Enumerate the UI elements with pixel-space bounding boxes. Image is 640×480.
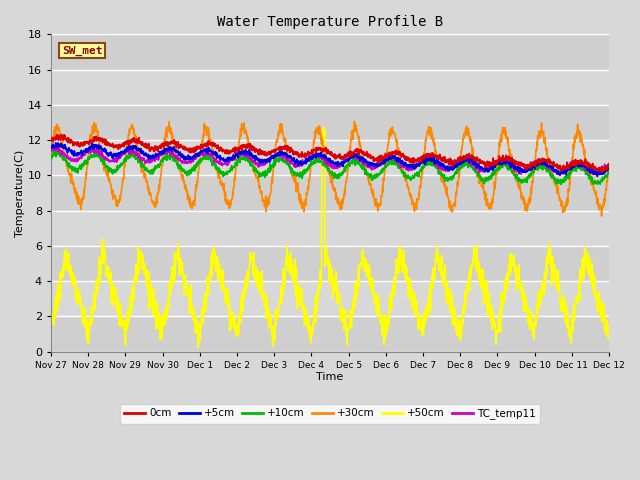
Bar [51,316,609,351]
Bar [51,105,609,140]
Y-axis label: Temperature(C): Temperature(C) [15,149,25,237]
Title: Water Temperature Profile B: Water Temperature Profile B [217,15,443,29]
Legend: 0cm, +5cm, +10cm, +30cm, +50cm, TC_temp11: 0cm, +5cm, +10cm, +30cm, +50cm, TC_temp1… [120,404,540,423]
Bar [51,175,609,211]
Text: SW_met: SW_met [62,46,102,56]
Bar [51,246,609,281]
Bar [51,35,609,70]
X-axis label: Time: Time [316,372,344,382]
